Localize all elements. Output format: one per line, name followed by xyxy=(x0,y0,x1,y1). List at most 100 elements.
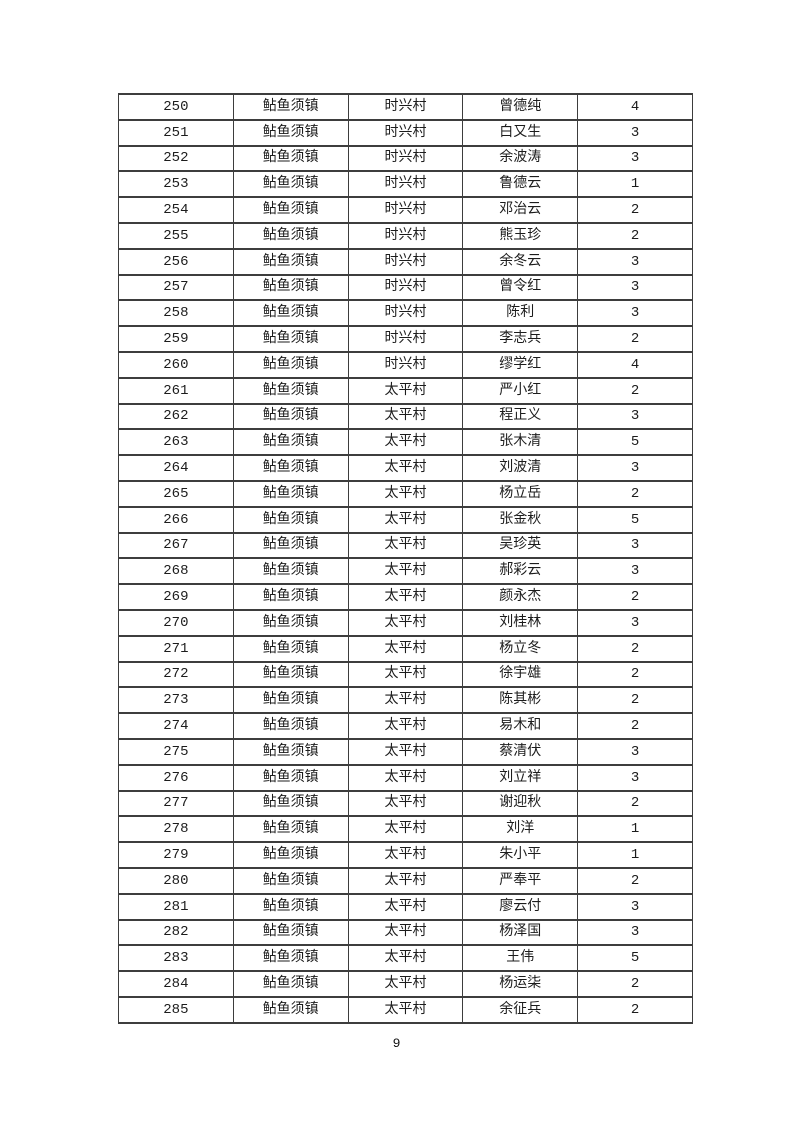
cell-village: 太平村 xyxy=(347,841,464,869)
table-row: 271 鲇鱼须镇 太平村 杨立冬 2 xyxy=(118,634,693,663)
cell-village: 时兴村 xyxy=(347,299,464,328)
cell-town: 鲇鱼须镇 xyxy=(232,686,349,715)
cell-village: 太平村 xyxy=(347,479,464,508)
cell-town: 鲇鱼须镇 xyxy=(232,944,349,973)
cell-serial-number: 255 xyxy=(118,221,234,250)
table-row: 266 鲇鱼须镇 太平村 张金秋 5 xyxy=(118,505,693,534)
table-row: 254 鲇鱼须镇 时兴村 邓治云 2 xyxy=(118,196,693,224)
cell-town: 鲇鱼须镇 xyxy=(232,892,349,921)
cell-count: 1 xyxy=(577,170,693,199)
cell-count: 2 xyxy=(577,634,693,663)
cell-person-name: 鲁德云 xyxy=(462,170,579,199)
cell-count: 3 xyxy=(577,144,693,173)
page-number: 9 xyxy=(392,1036,401,1051)
roster-table: 250 鲇鱼须镇 时兴村 曾德纯 4 251 鲇鱼须镇 时兴村 白又生 3 25… xyxy=(118,93,693,1025)
table-row: 258 鲇鱼须镇 时兴村 陈利 3 xyxy=(118,299,693,328)
cell-serial-number: 270 xyxy=(118,608,234,637)
cell-person-name: 张金秋 xyxy=(462,505,579,534)
table-row: 275 鲇鱼须镇 太平村 蔡清伏 3 xyxy=(118,737,693,766)
cell-town: 鲇鱼须镇 xyxy=(232,325,349,353)
cell-village: 太平村 xyxy=(347,815,464,844)
cell-village: 太平村 xyxy=(347,505,464,534)
cell-village: 太平村 xyxy=(347,557,464,586)
table-row: 257 鲇鱼须镇 时兴村 曾令红 3 xyxy=(118,273,693,302)
cell-village: 太平村 xyxy=(347,918,464,947)
cell-count: 3 xyxy=(577,273,693,302)
table-row: 262 鲇鱼须镇 太平村 程正义 3 xyxy=(118,402,693,431)
cell-serial-number: 254 xyxy=(118,196,234,224)
cell-village: 太平村 xyxy=(347,892,464,921)
cell-count: 5 xyxy=(577,944,693,973)
cell-count: 3 xyxy=(577,557,693,586)
cell-town: 鲇鱼须镇 xyxy=(232,789,349,818)
cell-village: 时兴村 xyxy=(347,118,464,147)
table-row: 283 鲇鱼须镇 太平村 王伟 5 xyxy=(118,944,693,973)
cell-town: 鲇鱼须镇 xyxy=(232,299,349,328)
cell-count: 3 xyxy=(577,892,693,921)
roster-table-body: 250 鲇鱼须镇 时兴村 曾德纯 4 251 鲇鱼须镇 时兴村 白又生 3 25… xyxy=(118,93,693,1025)
cell-count: 3 xyxy=(577,247,693,276)
cell-serial-number: 285 xyxy=(118,995,234,1025)
cell-village: 太平村 xyxy=(347,531,464,560)
cell-person-name: 杨立冬 xyxy=(462,634,579,663)
cell-person-name: 白又生 xyxy=(462,118,579,147)
cell-village: 时兴村 xyxy=(347,196,464,224)
cell-serial-number: 258 xyxy=(118,299,234,328)
cell-town: 鲇鱼须镇 xyxy=(232,170,349,199)
cell-count: 3 xyxy=(577,608,693,637)
cell-serial-number: 276 xyxy=(118,763,234,792)
cell-count: 1 xyxy=(577,815,693,844)
cell-count: 2 xyxy=(577,376,693,405)
cell-serial-number: 260 xyxy=(118,350,234,379)
cell-count: 4 xyxy=(577,93,693,121)
table-row: 281 鲇鱼须镇 太平村 廖云付 3 xyxy=(118,892,693,921)
cell-person-name: 杨泽国 xyxy=(462,918,579,947)
cell-person-name: 严小红 xyxy=(462,376,579,405)
cell-town: 鲇鱼须镇 xyxy=(232,454,349,482)
cell-count: 2 xyxy=(577,712,693,740)
cell-count: 5 xyxy=(577,428,693,457)
cell-serial-number: 253 xyxy=(118,170,234,199)
cell-person-name: 谢迎秋 xyxy=(462,789,579,818)
table-row: 267 鲇鱼须镇 太平村 吴珍英 3 xyxy=(118,531,693,560)
cell-serial-number: 271 xyxy=(118,634,234,663)
table-row: 256 鲇鱼须镇 时兴村 余冬云 3 xyxy=(118,247,693,276)
cell-serial-number: 261 xyxy=(118,376,234,405)
cell-serial-number: 251 xyxy=(118,118,234,147)
cell-village: 时兴村 xyxy=(347,247,464,276)
cell-serial-number: 273 xyxy=(118,686,234,715)
table-row: 251 鲇鱼须镇 时兴村 白又生 3 xyxy=(118,118,693,147)
table-row: 269 鲇鱼须镇 太平村 颜永杰 2 xyxy=(118,583,693,611)
cell-town: 鲇鱼须镇 xyxy=(232,866,349,895)
cell-person-name: 郝彩云 xyxy=(462,557,579,586)
cell-count: 2 xyxy=(577,221,693,250)
cell-village: 太平村 xyxy=(347,789,464,818)
cell-person-name: 曾令红 xyxy=(462,273,579,302)
cell-serial-number: 267 xyxy=(118,531,234,560)
cell-person-name: 颜永杰 xyxy=(462,583,579,611)
cell-town: 鲇鱼须镇 xyxy=(232,428,349,457)
table-row: 270 鲇鱼须镇 太平村 刘桂林 3 xyxy=(118,608,693,637)
cell-village: 太平村 xyxy=(347,737,464,766)
cell-village: 太平村 xyxy=(347,376,464,405)
table-row: 260 鲇鱼须镇 时兴村 缪学红 4 xyxy=(118,350,693,379)
cell-count: 3 xyxy=(577,299,693,328)
cell-village: 太平村 xyxy=(347,995,464,1025)
cell-count: 3 xyxy=(577,402,693,431)
cell-count: 5 xyxy=(577,505,693,534)
cell-town: 鲇鱼须镇 xyxy=(232,608,349,637)
cell-town: 鲇鱼须镇 xyxy=(232,995,349,1025)
cell-count: 2 xyxy=(577,995,693,1025)
cell-person-name: 廖云付 xyxy=(462,892,579,921)
cell-count: 2 xyxy=(577,583,693,611)
cell-serial-number: 269 xyxy=(118,583,234,611)
cell-village: 太平村 xyxy=(347,402,464,431)
cell-village: 太平村 xyxy=(347,944,464,973)
cell-serial-number: 257 xyxy=(118,273,234,302)
cell-serial-number: 281 xyxy=(118,892,234,921)
cell-person-name: 余征兵 xyxy=(462,995,579,1025)
cell-village: 太平村 xyxy=(347,634,464,663)
cell-town: 鲇鱼须镇 xyxy=(232,221,349,250)
cell-town: 鲇鱼须镇 xyxy=(232,531,349,560)
